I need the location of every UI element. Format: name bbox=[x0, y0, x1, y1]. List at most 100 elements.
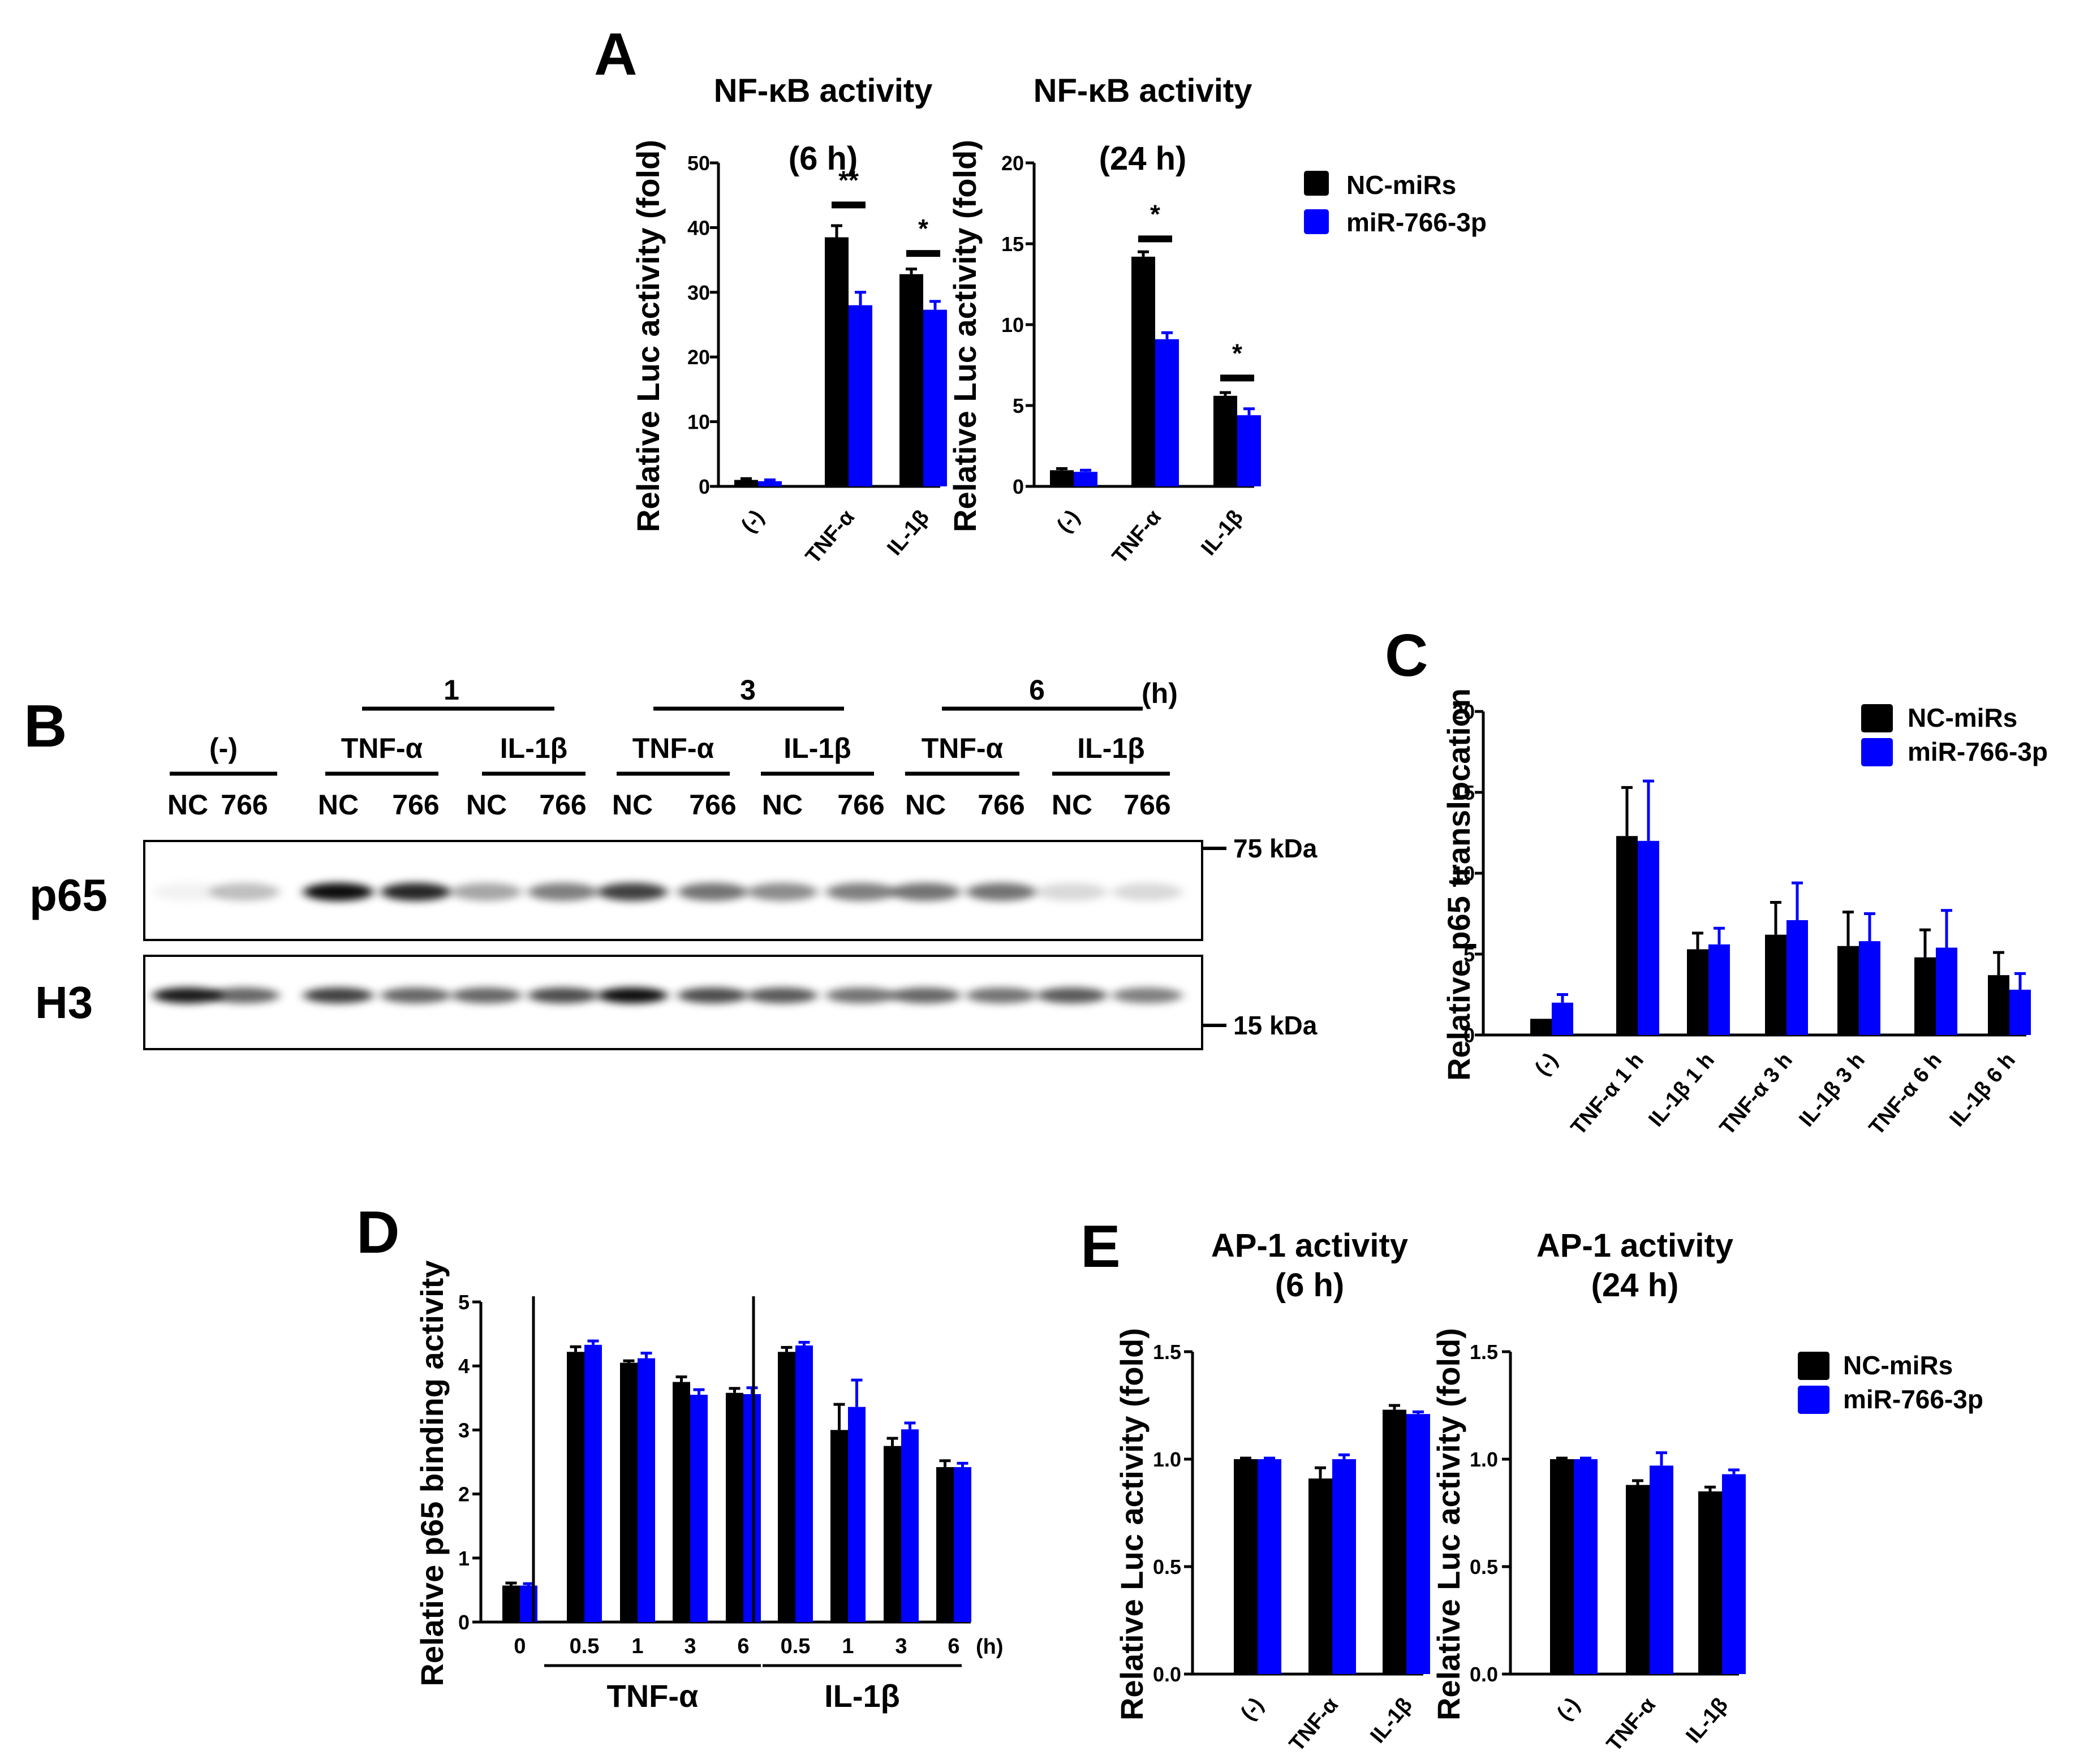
x-category-label: 1 bbox=[631, 1634, 643, 1658]
western-blot: 1 3 6 (h) (-) TNF-α IL-1β TNF-α IL-1β TNF-α IL… bbox=[29, 674, 1318, 1050]
bar-mir-766-3p bbox=[690, 1395, 708, 1622]
bar-mir-766-3p bbox=[2009, 989, 2031, 1035]
bar-nc-mirs bbox=[899, 274, 923, 486]
h3-band bbox=[826, 987, 896, 1003]
chart-nfkb-6h: NF-κB activity (6 h) 0 10 20 30 40 50 Relative L… bbox=[630, 72, 947, 568]
p65-row-label: p65 bbox=[29, 870, 107, 920]
p65-band bbox=[678, 883, 748, 901]
y-tick-label: 1.0 bbox=[1153, 1448, 1181, 1471]
bar-nc-mirs bbox=[1530, 1019, 1552, 1035]
y-axis-label: Relative p65 translocation bbox=[1441, 688, 1476, 1081]
y-tick-label: 0.0 bbox=[1153, 1663, 1181, 1686]
chart-title-line: AP-1 activity bbox=[1536, 1227, 1733, 1264]
y-tick-label: 1.5 bbox=[1470, 1340, 1498, 1364]
bar-mir-766-3p bbox=[1786, 920, 1808, 1035]
group-label: TNF-α bbox=[607, 1678, 699, 1714]
time-label-1h: 1 bbox=[444, 674, 459, 706]
bar-mir-766-3p bbox=[1552, 1002, 1573, 1035]
bar-nc-mirs bbox=[1626, 1485, 1650, 1674]
bar-mir-766-3p bbox=[584, 1344, 602, 1622]
bar-mir-766-3p bbox=[1406, 1414, 1430, 1674]
h3-membrane bbox=[143, 955, 1203, 1050]
chart-title-line: (6 h) bbox=[1275, 1267, 1344, 1304]
p65-band bbox=[451, 883, 522, 901]
significance-label: * bbox=[918, 214, 928, 243]
y-tick-label: 0.5 bbox=[1153, 1555, 1181, 1578]
legend-e-mir-label: miR-766-3p bbox=[1843, 1385, 1983, 1414]
panel-letter-b: B bbox=[24, 693, 67, 760]
blot-lane-row: NC 766 NC 766 NC 766 NC 766 NC 766 NC 766 NC 766 bbox=[167, 789, 1171, 821]
h3-band bbox=[1112, 987, 1182, 1003]
p65-band bbox=[209, 883, 279, 901]
group-label: IL-1β bbox=[824, 1678, 900, 1714]
y-axis-label: Relative Luc activity (fold) bbox=[630, 140, 666, 532]
p65-band bbox=[528, 883, 598, 901]
bar-nc-mirs bbox=[673, 1382, 690, 1622]
bar-mir-766-3p bbox=[758, 481, 782, 486]
bar-mir-766-3p bbox=[901, 1429, 919, 1622]
bar-nc-mirs bbox=[1765, 934, 1786, 1035]
h3-band bbox=[209, 987, 279, 1003]
y-tick-label: 1 bbox=[458, 1547, 470, 1570]
y-tick-label: 15 bbox=[1452, 781, 1475, 804]
y-tick-label: 5 bbox=[1463, 943, 1475, 966]
legend-c-mir-label: miR-766-3p bbox=[1908, 737, 2048, 766]
bar-mir-766-3p bbox=[1708, 944, 1730, 1035]
x-category-label: 3 bbox=[895, 1634, 907, 1658]
bar-nc-mirs bbox=[1837, 946, 1859, 1035]
lane-label: NC bbox=[318, 789, 359, 821]
y-tick-label: 0 bbox=[699, 475, 710, 498]
y-tick-label: 1.0 bbox=[1470, 1448, 1498, 1471]
legend-c-nc-swatch bbox=[1861, 704, 1893, 732]
chart-title-line: (24 h) bbox=[1591, 1267, 1679, 1304]
h3-row-label: H3 bbox=[35, 977, 93, 1028]
h3-band bbox=[303, 987, 373, 1003]
x-category-label: IL-1β 6 h bbox=[1945, 1049, 2020, 1132]
y-tick-label: 0 bbox=[1013, 475, 1024, 498]
x-category-label: IL-1β 3 h bbox=[1794, 1049, 1870, 1132]
panel-letter-d: D bbox=[356, 1199, 400, 1266]
legend-e: NC-miRs miR-766-3p bbox=[1798, 1351, 1983, 1414]
bar-mir-766-3p bbox=[1332, 1459, 1356, 1674]
significance-label: ** bbox=[838, 165, 859, 195]
chart-title-line: AP-1 activity bbox=[1211, 1227, 1408, 1264]
treatment-label: IL-1β bbox=[783, 732, 851, 764]
legend-a: NC-miRs miR-766-3p bbox=[1304, 170, 1487, 237]
y-tick-label: 10 bbox=[1001, 313, 1024, 337]
bar-nc-mirs bbox=[726, 1392, 743, 1622]
bar-mir-766-3p bbox=[848, 1407, 866, 1622]
bar-nc-mirs bbox=[1213, 395, 1237, 486]
legend-a-nc-swatch bbox=[1304, 171, 1329, 196]
legend-c-mir-swatch bbox=[1861, 738, 1893, 766]
bar-nc-mirs bbox=[825, 237, 849, 486]
x-category-label: (-) bbox=[1530, 1049, 1562, 1080]
legend-a-mir-swatch bbox=[1304, 209, 1329, 234]
bar-nc-mirs bbox=[1383, 1409, 1406, 1674]
y-tick-label: 0 bbox=[1463, 1024, 1475, 1047]
panel-letter-c: C bbox=[1385, 622, 1428, 689]
lane-label: NC bbox=[167, 789, 208, 821]
treatment-label: TNF-α bbox=[632, 732, 714, 764]
legend-e-nc-swatch bbox=[1798, 1352, 1829, 1380]
x-category-label: TNF-α 6 h bbox=[1865, 1049, 1947, 1140]
p65-band bbox=[826, 883, 896, 901]
bar-nc-mirs bbox=[1550, 1459, 1574, 1674]
h3-band bbox=[1037, 987, 1107, 1003]
h3-band bbox=[747, 987, 817, 1003]
lane-label: NC bbox=[612, 789, 653, 821]
bar-mir-766-3p bbox=[1237, 415, 1261, 486]
h3-band bbox=[153, 987, 223, 1003]
bar-nc-mirs bbox=[1914, 957, 1936, 1035]
x-category-label: TNF-α bbox=[801, 506, 859, 568]
y-axis-label: Relative Luc activity (fold) bbox=[1431, 1328, 1466, 1720]
x-category-label: 0 bbox=[514, 1634, 526, 1658]
p65-band bbox=[153, 883, 223, 901]
legend-a-mir-label: miR-766-3p bbox=[1346, 208, 1487, 237]
time-label-3h: 3 bbox=[740, 674, 756, 706]
y-tick-label: 50 bbox=[687, 152, 710, 175]
p65-band bbox=[381, 883, 451, 901]
x-category-label: 6 bbox=[948, 1634, 959, 1658]
lane-label: NC bbox=[905, 789, 946, 821]
x-category-label: 0.5 bbox=[570, 1634, 600, 1658]
